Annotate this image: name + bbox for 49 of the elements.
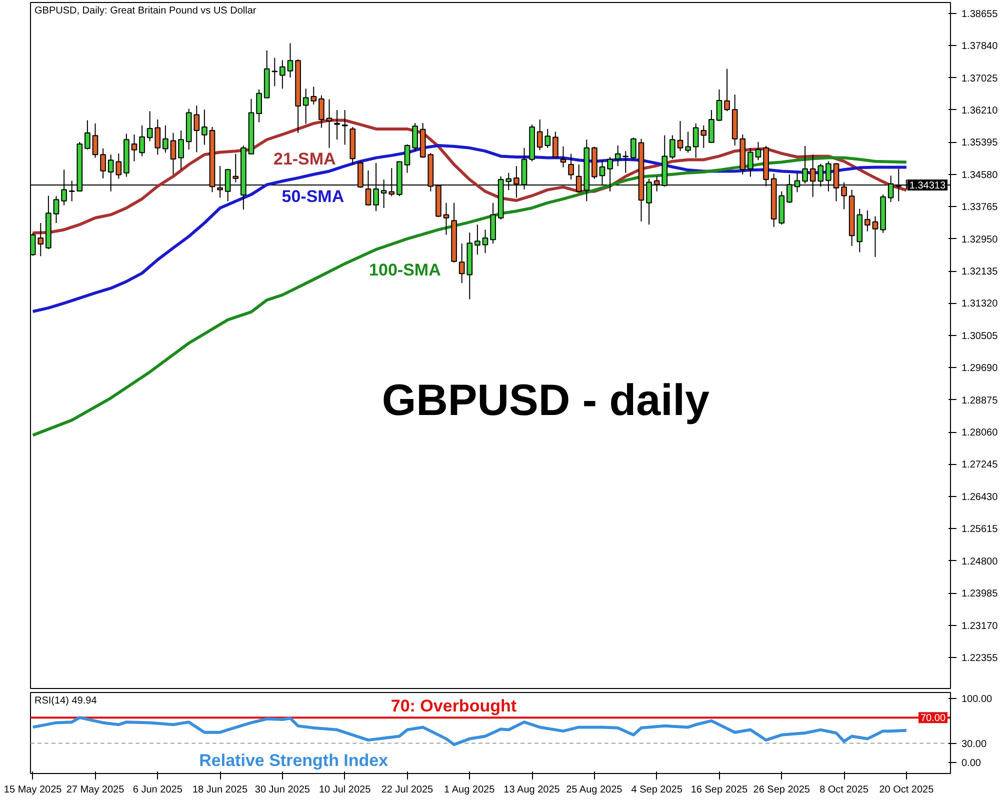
y-tick-label: 0.00: [962, 758, 982, 770]
y-tick-label: 1.37840: [962, 41, 998, 52]
x-tick-label: 25 Aug 2025: [566, 784, 623, 796]
y-tick-label: 1.25615: [962, 524, 998, 536]
ref-line-label: 70.00: [920, 713, 946, 724]
x-tick-label: 16 Sep 2025: [690, 784, 748, 796]
y-tick-label: 1.22355: [962, 652, 998, 664]
x-tick-label: 18 Jun 2025: [192, 784, 248, 796]
annotation: Relative Strength Index: [199, 751, 389, 770]
y-tick-label: 1.32950: [962, 234, 998, 246]
x-tick-label: 26 Sep 2025: [753, 784, 810, 796]
x-tick-label: 20 Oct 2025: [879, 784, 934, 796]
y-tick-label: 30.00: [962, 738, 987, 750]
y-tick-label: 1.34580: [962, 170, 998, 181]
y-tick-label: 1.27245: [962, 460, 998, 471]
y-tick-label: 1.23170: [962, 620, 998, 632]
x-tick-label: 27 May 2025: [66, 784, 125, 796]
y-tick-label: 1.28875: [962, 395, 998, 406]
y-tick-label: 1.23985: [962, 588, 998, 600]
annotation: 70: Overbought: [390, 696, 517, 716]
y-tick-label: 100.00: [962, 694, 993, 705]
annotation: 100-SMA: [369, 260, 441, 280]
text: GBPUSD - daily: [382, 376, 710, 425]
y-tick-label: 1.29690: [962, 363, 998, 374]
chart-title: RSI(14) 49.94: [34, 696, 98, 706]
y-tick-label: 1.24800: [962, 556, 998, 568]
y-tick-label: 1.37025: [962, 73, 998, 84]
x-tick-label: 4 Sep 2025: [631, 784, 683, 796]
y-tick-label: 1.30505: [962, 330, 998, 342]
x-tick-label: 8 Oct 2025: [820, 784, 869, 796]
y-tick-label: 1.26430: [962, 492, 998, 503]
ref-line-label: 1.34313: [909, 180, 946, 192]
y-tick-label: 1.35395: [962, 138, 998, 149]
y-tick-label: 1.36210: [962, 105, 998, 116]
y-tick-label: 1.38655: [962, 8, 998, 20]
x-tick-label: 1 Aug 2025: [444, 784, 496, 796]
y-tick-label: 1.31320: [962, 298, 998, 310]
x-tick-label: 13 Aug 2025: [504, 784, 560, 796]
annotation: 50-SMA: [282, 187, 344, 206]
x-tick-label: 22 Jul 2025: [381, 784, 434, 796]
x-tick-label: 30 Jun 2025: [254, 784, 310, 796]
y-tick-label: 1.32135: [962, 266, 998, 278]
chart-title: GBPUSD, Daily: Great Britain Pound vs US Dollar: [34, 6, 257, 16]
x-tick-label: 6 Jun 2025: [132, 784, 183, 796]
y-tick-label: 1.33765: [962, 202, 998, 214]
annotation: 21-SMA: [273, 149, 336, 168]
y-tick-label: 1.28060: [962, 428, 998, 439]
x-tick-label: 10 Jul 2025: [318, 784, 372, 796]
x-tick-label: 15 May 2025: [4, 784, 62, 796]
